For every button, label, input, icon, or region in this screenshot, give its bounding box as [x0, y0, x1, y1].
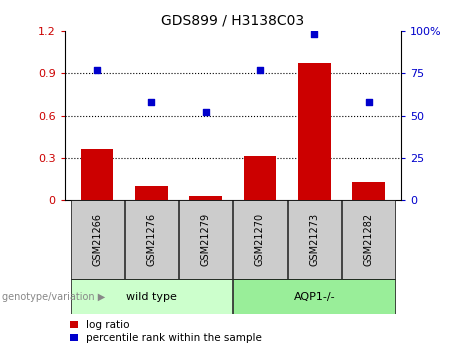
- Legend: log ratio, percentile rank within the sample: log ratio, percentile rank within the sa…: [70, 320, 262, 343]
- Point: [256, 67, 264, 73]
- Bar: [288, 200, 341, 279]
- Bar: [233, 279, 395, 314]
- Text: AQP1-/-: AQP1-/-: [293, 292, 335, 302]
- Bar: [352, 182, 385, 200]
- Text: GSM21282: GSM21282: [364, 213, 373, 266]
- Point: [148, 99, 155, 105]
- Bar: [244, 156, 276, 200]
- Text: GSM21276: GSM21276: [147, 213, 156, 266]
- Text: GSM21279: GSM21279: [201, 213, 211, 266]
- Bar: [179, 200, 232, 279]
- Bar: [233, 200, 287, 279]
- Bar: [342, 200, 395, 279]
- Bar: [71, 279, 232, 314]
- Text: wild type: wild type: [126, 292, 177, 302]
- Bar: [81, 149, 113, 200]
- Text: GSM21266: GSM21266: [92, 213, 102, 266]
- Bar: [71, 200, 124, 279]
- Text: GSM21270: GSM21270: [255, 213, 265, 266]
- Bar: [189, 196, 222, 200]
- Text: GSM21273: GSM21273: [309, 213, 319, 266]
- Point: [311, 32, 318, 37]
- Text: genotype/variation ▶: genotype/variation ▶: [2, 292, 106, 302]
- Point: [94, 67, 101, 73]
- Bar: [125, 200, 178, 279]
- Bar: [135, 186, 168, 200]
- Point: [365, 99, 372, 105]
- Title: GDS899 / H3138C03: GDS899 / H3138C03: [161, 13, 304, 27]
- Bar: [298, 63, 331, 200]
- Point: [202, 109, 209, 115]
